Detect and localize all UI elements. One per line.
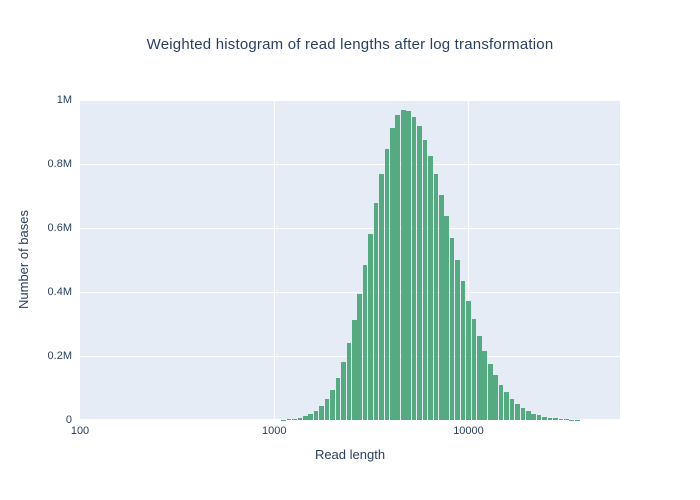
x-tick-label: 1000 xyxy=(261,425,287,437)
histogram-bar[interactable] xyxy=(477,336,482,420)
histogram-bar[interactable] xyxy=(390,128,395,420)
histogram-bar[interactable] xyxy=(411,116,417,420)
histogram-bar[interactable] xyxy=(422,139,428,420)
y-gridline xyxy=(80,100,620,101)
y-gridline xyxy=(80,164,620,165)
plot-area[interactable] xyxy=(80,100,620,420)
histogram-bar[interactable] xyxy=(308,414,314,420)
chart-title: Weighted histogram of read lengths after… xyxy=(146,36,554,53)
histogram-bar[interactable] xyxy=(346,343,352,420)
histogram-bar[interactable] xyxy=(449,238,455,420)
histogram-bar[interactable] xyxy=(444,216,449,420)
histogram-bar[interactable] xyxy=(466,300,471,420)
histogram-bar[interactable] xyxy=(395,115,401,420)
histogram-bar[interactable] xyxy=(362,264,368,420)
histogram-bar[interactable] xyxy=(341,362,346,420)
y-tick-label: 1M xyxy=(56,94,72,106)
y-gridline xyxy=(80,292,620,293)
histogram-bar[interactable] xyxy=(536,415,542,420)
histogram-bar[interactable] xyxy=(553,418,558,420)
histogram-bar[interactable] xyxy=(564,419,569,420)
histogram-bar[interactable] xyxy=(542,416,547,420)
x-tick-label: 10000 xyxy=(453,425,484,437)
histogram-bar[interactable] xyxy=(428,155,433,420)
histogram-bar[interactable] xyxy=(297,417,303,420)
histogram-bar[interactable] xyxy=(531,413,537,420)
histogram-bar[interactable] xyxy=(482,350,488,420)
x-gridline xyxy=(468,100,470,420)
y-axis-title: Number of bases xyxy=(16,210,31,310)
histogram-bar[interactable] xyxy=(406,111,411,420)
histogram-bar[interactable] xyxy=(433,174,439,420)
x-gridline xyxy=(274,100,276,420)
histogram-bar[interactable] xyxy=(351,320,357,420)
histogram-bar[interactable] xyxy=(357,293,362,420)
y-tick-label: 0.4M xyxy=(47,286,72,298)
histogram-bar[interactable] xyxy=(547,417,553,420)
histogram-bar[interactable] xyxy=(487,363,493,420)
histogram-bar[interactable] xyxy=(368,233,373,420)
histogram-bar[interactable] xyxy=(509,398,515,420)
y-tick-label: 0.6M xyxy=(47,222,72,234)
y-tick-label: 0.2M xyxy=(47,350,72,362)
histogram-bar[interactable] xyxy=(504,392,509,420)
histogram-bar[interactable] xyxy=(520,407,526,420)
histogram-bar[interactable] xyxy=(292,418,297,420)
x-tick-label: 100 xyxy=(70,425,90,437)
histogram-bar[interactable] xyxy=(319,406,324,420)
histogram-bar[interactable] xyxy=(438,194,444,420)
histogram-bar[interactable] xyxy=(335,378,341,420)
histogram-bar[interactable] xyxy=(493,375,498,420)
histogram-bar[interactable] xyxy=(455,259,460,420)
histogram-bar[interactable] xyxy=(558,418,564,420)
histogram-bar[interactable] xyxy=(286,419,292,420)
y-tick-label: 0 xyxy=(65,414,72,426)
histogram-bar[interactable] xyxy=(515,403,520,420)
histogram-bar[interactable] xyxy=(417,126,422,420)
histogram-bar[interactable] xyxy=(302,416,308,420)
y-tick-label: 0.8M xyxy=(47,158,72,170)
histogram-bar[interactable] xyxy=(384,148,390,420)
histogram-bar[interactable] xyxy=(471,319,477,420)
histogram-bar[interactable] xyxy=(373,203,379,420)
histogram-bar[interactable] xyxy=(525,411,531,420)
histogram-bar[interactable] xyxy=(313,410,319,420)
histogram-bar[interactable] xyxy=(379,174,384,420)
histogram-bar[interactable] xyxy=(498,384,504,420)
histogram-bar[interactable] xyxy=(324,399,330,420)
y-gridline xyxy=(80,228,620,229)
x-axis-title: Read length xyxy=(314,447,386,462)
histogram-bar[interactable] xyxy=(460,280,466,420)
histogram-bar[interactable] xyxy=(400,109,406,420)
histogram-bar[interactable] xyxy=(330,390,335,420)
